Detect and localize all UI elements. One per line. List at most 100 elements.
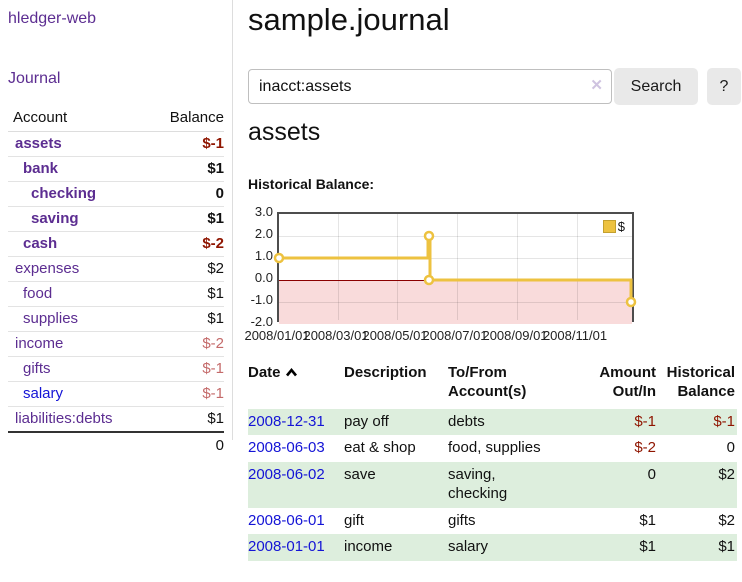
account-link-gifts[interactable]: gifts <box>23 360 51 377</box>
account-link-checking[interactable]: checking <box>31 185 97 202</box>
account-link-expenses[interactable]: expenses <box>15 260 80 277</box>
transaction-row: 2008-12-31 pay off debts $-1 $-1 <box>248 408 737 435</box>
account-balance: $1 <box>145 306 224 332</box>
account-link-salary[interactable]: salary <box>23 385 64 402</box>
page-title: sample.journal <box>248 2 450 37</box>
account-row: cash $-2 <box>8 231 224 257</box>
account-row: assets $-1 <box>8 131 224 157</box>
chart-series-line <box>273 230 637 308</box>
accounts-total-value: 0 <box>145 431 224 458</box>
y-tick-label: 3.0 <box>254 204 273 219</box>
historical-balance-chart: 3.0 2.0 1.0 0.0 -1.0 -2.0 <box>244 204 742 355</box>
transactions-col-date[interactable]: Date <box>248 362 344 409</box>
account-link-cash[interactable]: cash <box>23 235 58 252</box>
transaction-amount: $-2 <box>634 439 656 456</box>
transaction-description: income <box>344 538 393 555</box>
accounts-total-row: 0 <box>8 431 224 458</box>
transaction-balance: $2 <box>718 511 735 529</box>
transaction-balance: $2 <box>718 465 735 483</box>
x-tick-label: 2008/05/01 <box>362 328 428 343</box>
y-tick-label: 0.0 <box>254 270 273 285</box>
account-heading: assets <box>248 118 321 146</box>
transaction-amount: 0 <box>647 465 656 483</box>
accounts-col-balance: Balance <box>145 105 224 132</box>
accounts-table: Account Balance assets $-1 bank $1 check… <box>8 105 224 458</box>
transaction-accounts: salary <box>448 538 489 555</box>
transaction-amount: $-1 <box>634 412 656 430</box>
transaction-balance: $-1 <box>713 412 735 430</box>
transaction-date-link[interactable]: 2008-06-02 <box>248 465 325 483</box>
account-link-food[interactable]: food <box>23 285 53 302</box>
transaction-date-link[interactable]: 2008-12-31 <box>248 412 325 430</box>
chart-legend: $ <box>600 218 627 235</box>
account-row: liabilities:debts $1 <box>8 406 224 433</box>
account-balance: $-1 <box>145 381 224 407</box>
account-row: checking 0 <box>8 181 224 207</box>
account-balance: 0 <box>145 181 224 207</box>
transactions-col-tofrom: To/From Account(s) <box>448 364 527 400</box>
transaction-row: 2008-06-03 eat & shop food, supplies $-2… <box>248 435 737 462</box>
help-button[interactable]: ? <box>707 68 741 105</box>
account-balance: $1 <box>145 206 224 232</box>
transaction-row: 2008-01-01 income salary $1 $1 <box>248 534 737 561</box>
chart-negative-region <box>279 280 632 324</box>
transaction-amount: $1 <box>639 511 656 529</box>
search-form: ✕ Search ? <box>248 68 742 105</box>
x-tick-label: 2008/03/01 <box>303 328 369 343</box>
transaction-accounts: saving, checking <box>448 465 508 503</box>
clear-search-icon[interactable]: ✕ <box>590 77 603 94</box>
transaction-description: save <box>344 465 376 483</box>
account-balance: $2 <box>145 256 224 282</box>
account-row: supplies $1 <box>8 306 224 332</box>
transaction-date-link[interactable]: 2008-06-03 <box>248 439 325 456</box>
account-link-income[interactable]: income <box>15 335 64 352</box>
account-balance: $-1 <box>145 131 224 157</box>
transaction-balance: $1 <box>718 538 735 555</box>
transaction-accounts: gifts <box>448 511 476 529</box>
account-balance: $1 <box>145 156 224 182</box>
transactions-table: Date Description To/From Account(s) Amou… <box>248 362 737 561</box>
transaction-row: 2008-06-01 gift gifts $1 $2 <box>248 508 737 535</box>
account-balance: $-2 <box>145 331 224 357</box>
account-link-bank[interactable]: bank <box>23 160 59 177</box>
legend-swatch-icon <box>602 220 616 233</box>
y-tick-label: -1.0 <box>250 292 273 307</box>
account-link-saving[interactable]: saving <box>31 210 79 227</box>
account-row: food $1 <box>8 281 224 307</box>
x-tick-label: 2008/09/01 <box>482 328 548 343</box>
transaction-description: gift <box>344 511 365 529</box>
x-tick-label: 2008/11/01 <box>542 328 608 343</box>
account-row: income $-2 <box>8 331 224 357</box>
sidebar-item-journal[interactable]: Journal <box>8 70 61 87</box>
account-link-supplies[interactable]: supplies <box>23 310 79 327</box>
app-brand-link[interactable]: hledger-web <box>8 10 97 27</box>
transaction-amount: $1 <box>639 538 656 555</box>
transactions-col-balance: Historical Balance <box>666 364 735 400</box>
account-balance: $1 <box>145 406 224 433</box>
transaction-description: pay off <box>344 412 389 430</box>
x-tick-label: 2008/01/01 <box>244 328 310 343</box>
transaction-date-link[interactable]: 2008-01-01 <box>248 538 325 555</box>
search-button[interactable]: Search <box>614 68 698 105</box>
account-row: gifts $-1 <box>8 356 224 382</box>
sidebar: hledger-web Journal Account Balance asse… <box>0 0 233 458</box>
accounts-col-account: Account <box>8 105 146 132</box>
account-link-assets[interactable]: assets <box>15 135 62 152</box>
account-row: saving $1 <box>8 206 224 232</box>
account-row: bank $1 <box>8 156 224 182</box>
transactions-col-amount: Amount Out/In <box>599 364 656 400</box>
account-balance: $-1 <box>145 356 224 382</box>
y-tick-label: 2.0 <box>254 226 273 241</box>
transactions-col-description: Description <box>344 364 427 381</box>
y-tick-label: 1.0 <box>254 248 273 263</box>
transaction-row: 2008-06-02 save saving, checking 0 $2 <box>248 461 737 508</box>
search-input[interactable] <box>248 69 612 104</box>
account-link-liabilities-debts[interactable]: liabilities:debts <box>15 410 113 427</box>
transaction-accounts: debts <box>448 412 485 430</box>
transaction-description: eat & shop <box>344 439 416 456</box>
transaction-date-link[interactable]: 2008-06-01 <box>248 511 325 529</box>
account-balance: $1 <box>145 281 224 307</box>
legend-label: $ <box>617 219 625 234</box>
account-balance: $-2 <box>145 231 224 257</box>
account-row: expenses $2 <box>8 256 224 282</box>
